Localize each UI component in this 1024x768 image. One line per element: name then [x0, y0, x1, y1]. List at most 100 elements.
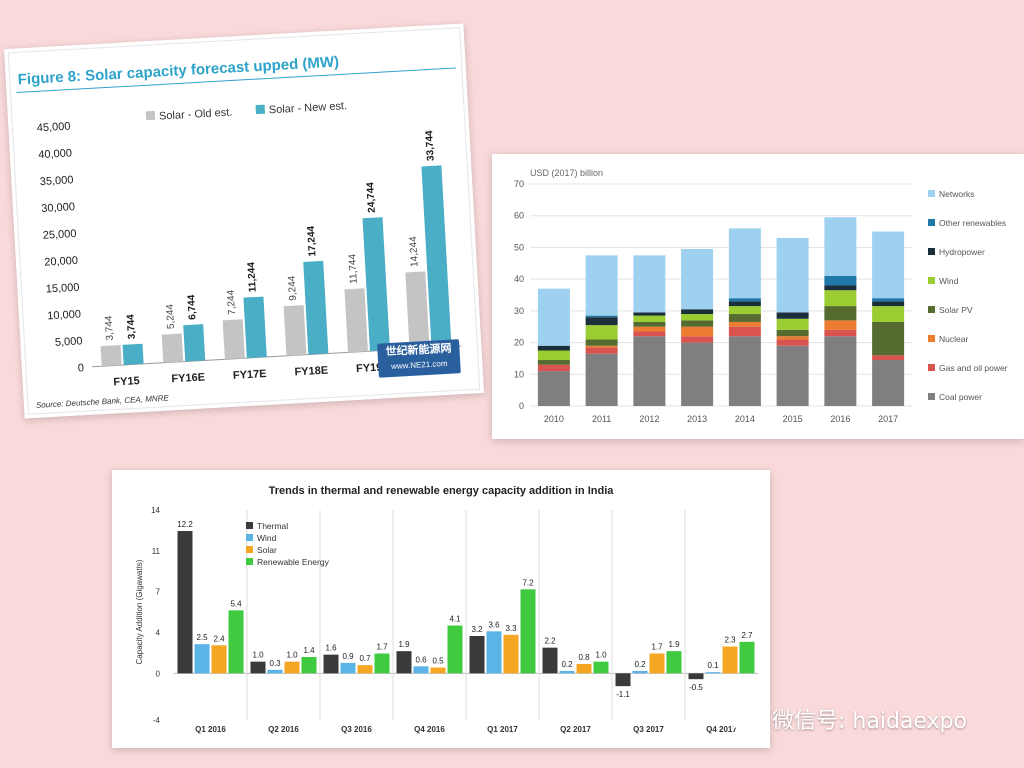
bar: [447, 625, 463, 674]
data-label: 4.1: [449, 615, 461, 624]
chart-frame: [7, 27, 481, 415]
stacked-bar-segment: [633, 312, 666, 316]
stacked-bar-segment: [633, 315, 666, 322]
data-label: 12.2: [177, 520, 193, 529]
data-label: 2.5: [196, 633, 208, 642]
legend-swatch: [928, 364, 935, 371]
legend-label: Solar: [257, 545, 277, 555]
bar: [688, 673, 704, 680]
data-label: 1.4: [303, 646, 315, 655]
data-label: 9,244: [287, 275, 299, 301]
capacity-addition-chart: Trends in thermal and renewable energy c…: [135, 485, 758, 734]
stacked-bar-segment: [872, 306, 905, 322]
data-label: 1.0: [252, 651, 264, 660]
y-tick-label: 70: [514, 179, 524, 189]
stacked-bar-segment: [585, 339, 618, 346]
stacked-bar-segment: [681, 320, 714, 327]
data-label: 7.2: [522, 578, 534, 587]
data-label: 1.0: [286, 651, 298, 660]
x-tick-label: Q1 2017: [487, 725, 518, 734]
stacked-bar-segment: [537, 364, 570, 372]
data-label: 2.2: [544, 637, 556, 646]
stacked-bar-segment: [681, 309, 714, 315]
legend-swatch: [928, 335, 935, 342]
bar: [284, 661, 300, 674]
stacked-bar-segment: [681, 342, 714, 406]
data-label: 2.7: [741, 631, 753, 640]
bar: [301, 657, 317, 674]
stacked-bar-segment: [728, 321, 761, 327]
bar: [722, 646, 738, 674]
data-label: 24,744: [365, 181, 378, 213]
legend-swatch: [928, 190, 935, 197]
stacked-bar-segment: [585, 347, 618, 354]
stacked-bar-segment: [824, 217, 857, 276]
legend-label: Networks: [939, 189, 974, 199]
stacked-bar-segment: [824, 306, 857, 321]
legend-swatch: [928, 219, 935, 226]
x-tick-label: FY17E: [233, 368, 267, 382]
data-label: 2.3: [724, 636, 736, 645]
stacked-bar-segment: [872, 355, 905, 361]
bar: [374, 653, 390, 674]
bar: [649, 653, 665, 674]
data-label: 17,244: [306, 225, 319, 257]
bar: [177, 531, 193, 674]
legend-label: Renewable Energy: [257, 557, 330, 567]
stacked-bar-segment: [872, 301, 905, 307]
stacked-bar-segment: [728, 301, 761, 307]
data-label: 0.2: [561, 660, 573, 669]
data-label: 0.1: [707, 661, 719, 670]
stacked-bar-segment: [585, 345, 618, 348]
bar: [194, 644, 210, 674]
legend-label: Thermal: [257, 521, 288, 531]
stacked-bar-segment: [633, 326, 666, 332]
y-tick-label: 30,000: [41, 201, 75, 215]
x-tick-label: FY16E: [171, 371, 205, 385]
data-label: 1.6: [325, 644, 337, 653]
x-tick-label: Q4 2017: [706, 725, 737, 734]
data-label: 0.8: [578, 653, 590, 662]
stacked-bar-segment: [872, 298, 905, 302]
legend-label: Wind: [939, 276, 959, 286]
bar: [396, 651, 412, 674]
data-label: 1.9: [668, 640, 680, 649]
stacked-bar-segment: [728, 336, 761, 406]
x-tick-label: 2016: [830, 414, 850, 424]
stacked-bar-segment: [824, 320, 857, 330]
y-tick-label: 45,000: [37, 121, 71, 135]
x-tick-label: Q2 2017: [560, 725, 591, 734]
title-rule: [16, 67, 456, 93]
stacked-bar-segment: [537, 371, 570, 406]
data-label: 11,744: [347, 253, 360, 284]
bar: [283, 305, 307, 356]
bar: [228, 610, 244, 674]
bar: [559, 671, 575, 674]
y-tick-label: 15,000: [46, 282, 80, 296]
data-label: 1.0: [595, 651, 607, 660]
stacked-bar-segment: [872, 321, 905, 356]
bar: [183, 324, 206, 362]
bar: [362, 217, 390, 352]
stacked-bar-segment: [776, 336, 809, 340]
bar: [503, 634, 519, 674]
legend-label: Coal power: [939, 392, 982, 402]
stacked-bar-segment: [824, 275, 857, 286]
solar-forecast-chart: Figure 8: Solar capacity forecast upped …: [7, 27, 481, 415]
data-label: 5,244: [165, 303, 177, 329]
data-label: 0.6: [415, 655, 427, 664]
bar: [323, 654, 339, 674]
bar: [632, 671, 648, 674]
stacked-bar-segment: [872, 360, 905, 406]
data-label: 0.2: [634, 660, 646, 669]
data-label: 1.7: [376, 643, 388, 652]
y-tick-label: 0: [519, 401, 524, 411]
data-label: 0.3: [269, 659, 281, 668]
x-tick-label: FY15: [113, 375, 140, 388]
watermark: 微信号: haidaexpo: [726, 703, 967, 735]
y-tick-label: 50: [514, 242, 524, 252]
watermark-text: 微信号: haidaexpo: [772, 709, 967, 734]
legend-label: Solar - New est.: [269, 100, 348, 116]
bar: [593, 661, 609, 674]
y-tick-label: 0: [78, 362, 85, 374]
